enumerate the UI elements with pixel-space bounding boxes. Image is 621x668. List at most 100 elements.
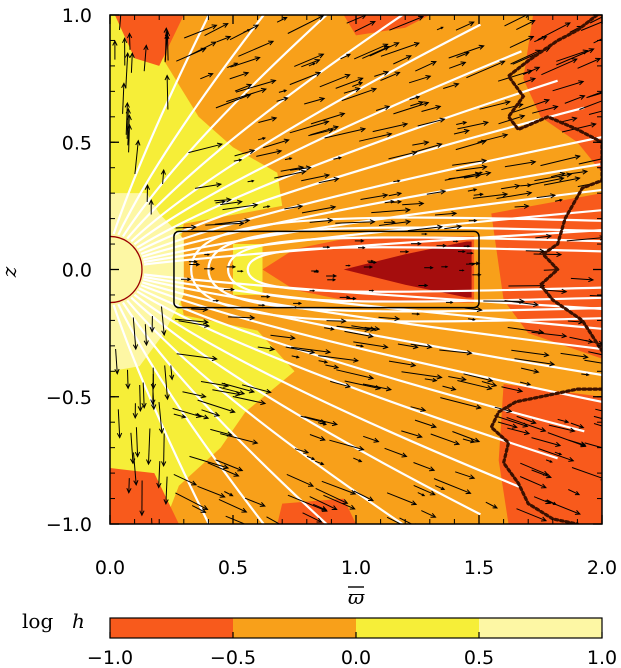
vector-arrow xyxy=(234,149,256,157)
vector-arrow xyxy=(223,287,235,292)
vector-arrow xyxy=(528,176,565,186)
vector-arrow xyxy=(421,105,442,112)
field-line-11n xyxy=(143,209,602,264)
vector-arrow xyxy=(440,397,482,410)
vector-arrow xyxy=(589,16,602,24)
vector-arrow xyxy=(235,79,277,93)
x-axis-ticks: 0.0 0.5 1.0 1.5 2.0 xyxy=(95,15,617,579)
vector-arrow xyxy=(214,197,232,203)
field-line-0n xyxy=(112,15,211,235)
vector-arrow xyxy=(148,199,154,215)
vector-arrow xyxy=(458,250,466,254)
vector-arrow xyxy=(516,20,536,31)
vector-arrow xyxy=(291,355,300,359)
vector-arrow xyxy=(410,343,433,350)
boundary-upper xyxy=(506,15,602,353)
vector-arrow xyxy=(579,100,602,110)
vector-arrow xyxy=(294,448,310,454)
vector-arrow xyxy=(321,480,357,495)
vector-arrow xyxy=(181,277,192,282)
vector-arrow xyxy=(543,176,581,186)
vector-arrow xyxy=(402,201,425,207)
vector-arrow xyxy=(244,497,266,507)
y-tick-label: 0.5 xyxy=(62,132,92,154)
vector-arrow xyxy=(511,349,550,358)
vector-arrow xyxy=(241,384,272,394)
vector-arrow xyxy=(481,381,498,388)
vector-arrow xyxy=(426,189,447,195)
colorbar-tick-label: 0.5 xyxy=(464,647,494,668)
vector-arrow xyxy=(520,183,532,188)
colorbar-bin-2 xyxy=(356,618,479,638)
vector-arrow xyxy=(421,510,437,518)
vector-arrow xyxy=(207,462,240,477)
vector-arrow xyxy=(312,503,328,511)
vector-arrow xyxy=(535,233,553,240)
field-line-9s xyxy=(141,281,602,377)
vector-arrow xyxy=(485,501,499,509)
field-line-5s xyxy=(133,293,522,489)
field-line-0s xyxy=(112,304,211,524)
vector-arrow xyxy=(364,326,381,332)
vector-arrow xyxy=(114,348,120,375)
vector-arrow xyxy=(238,40,275,57)
vector-arrow xyxy=(195,413,210,420)
vector-arrow xyxy=(132,317,139,351)
vector-arrow xyxy=(318,360,329,364)
vector-arrow xyxy=(414,419,437,429)
vector-arrow xyxy=(309,217,334,224)
vector-arrow xyxy=(189,455,230,470)
y-tick-label: −1.0 xyxy=(46,514,92,536)
vector-arrow xyxy=(188,260,198,264)
vector-arrow xyxy=(182,391,207,399)
y-tick-label: 0.0 xyxy=(62,260,92,282)
vector-arrow xyxy=(534,172,573,182)
vector-arrow xyxy=(388,191,403,197)
vector-arrow xyxy=(201,409,221,417)
vector-arrow xyxy=(324,326,335,331)
vector-arrow xyxy=(257,346,276,352)
field-line-8n xyxy=(140,135,602,255)
vector-arrow xyxy=(452,240,459,243)
vector-arrow xyxy=(468,317,476,321)
vector-arrow xyxy=(232,396,267,406)
vector-arrow xyxy=(384,199,395,204)
vector-arrow xyxy=(319,73,351,88)
x-tick-label: 2.0 xyxy=(587,557,617,579)
vector-arrow xyxy=(274,169,307,179)
field-line-3n xyxy=(126,15,405,240)
colorbar-tick-label: −0.5 xyxy=(210,647,256,668)
vector-arrow xyxy=(355,344,365,348)
vector-arrow xyxy=(325,364,340,370)
vector-arrow xyxy=(444,224,463,230)
vector-arrow xyxy=(322,245,331,249)
vector-arrow xyxy=(222,202,259,211)
vector-arrow xyxy=(531,331,568,339)
vector-arrow xyxy=(335,77,364,89)
vector-arrow xyxy=(169,365,175,381)
vector-arrow xyxy=(358,246,366,250)
vector-arrow xyxy=(226,87,267,103)
vector-arrow xyxy=(343,87,361,94)
vector-arrow xyxy=(256,149,283,157)
vector-arrow xyxy=(344,330,374,339)
vector-arrow xyxy=(383,220,396,225)
vector-arrow xyxy=(149,315,155,333)
vector-arrow xyxy=(323,494,356,510)
field-line-12n xyxy=(143,229,602,266)
vector-arrow xyxy=(243,29,251,33)
vector-arrow xyxy=(318,355,360,363)
vector-arrow xyxy=(389,15,425,31)
vector-arrow xyxy=(263,138,290,149)
vector-arrow xyxy=(452,431,481,443)
vector-arrow xyxy=(446,300,454,304)
vector-arrow xyxy=(467,188,478,192)
vector-arrow xyxy=(134,139,141,175)
vector-arrow xyxy=(175,224,197,230)
vector-arrow xyxy=(204,23,229,37)
vector-arrow xyxy=(415,142,443,153)
y-tick-label: −0.5 xyxy=(46,387,92,409)
vector-arrow xyxy=(151,518,153,524)
vector-arrow xyxy=(456,164,488,172)
